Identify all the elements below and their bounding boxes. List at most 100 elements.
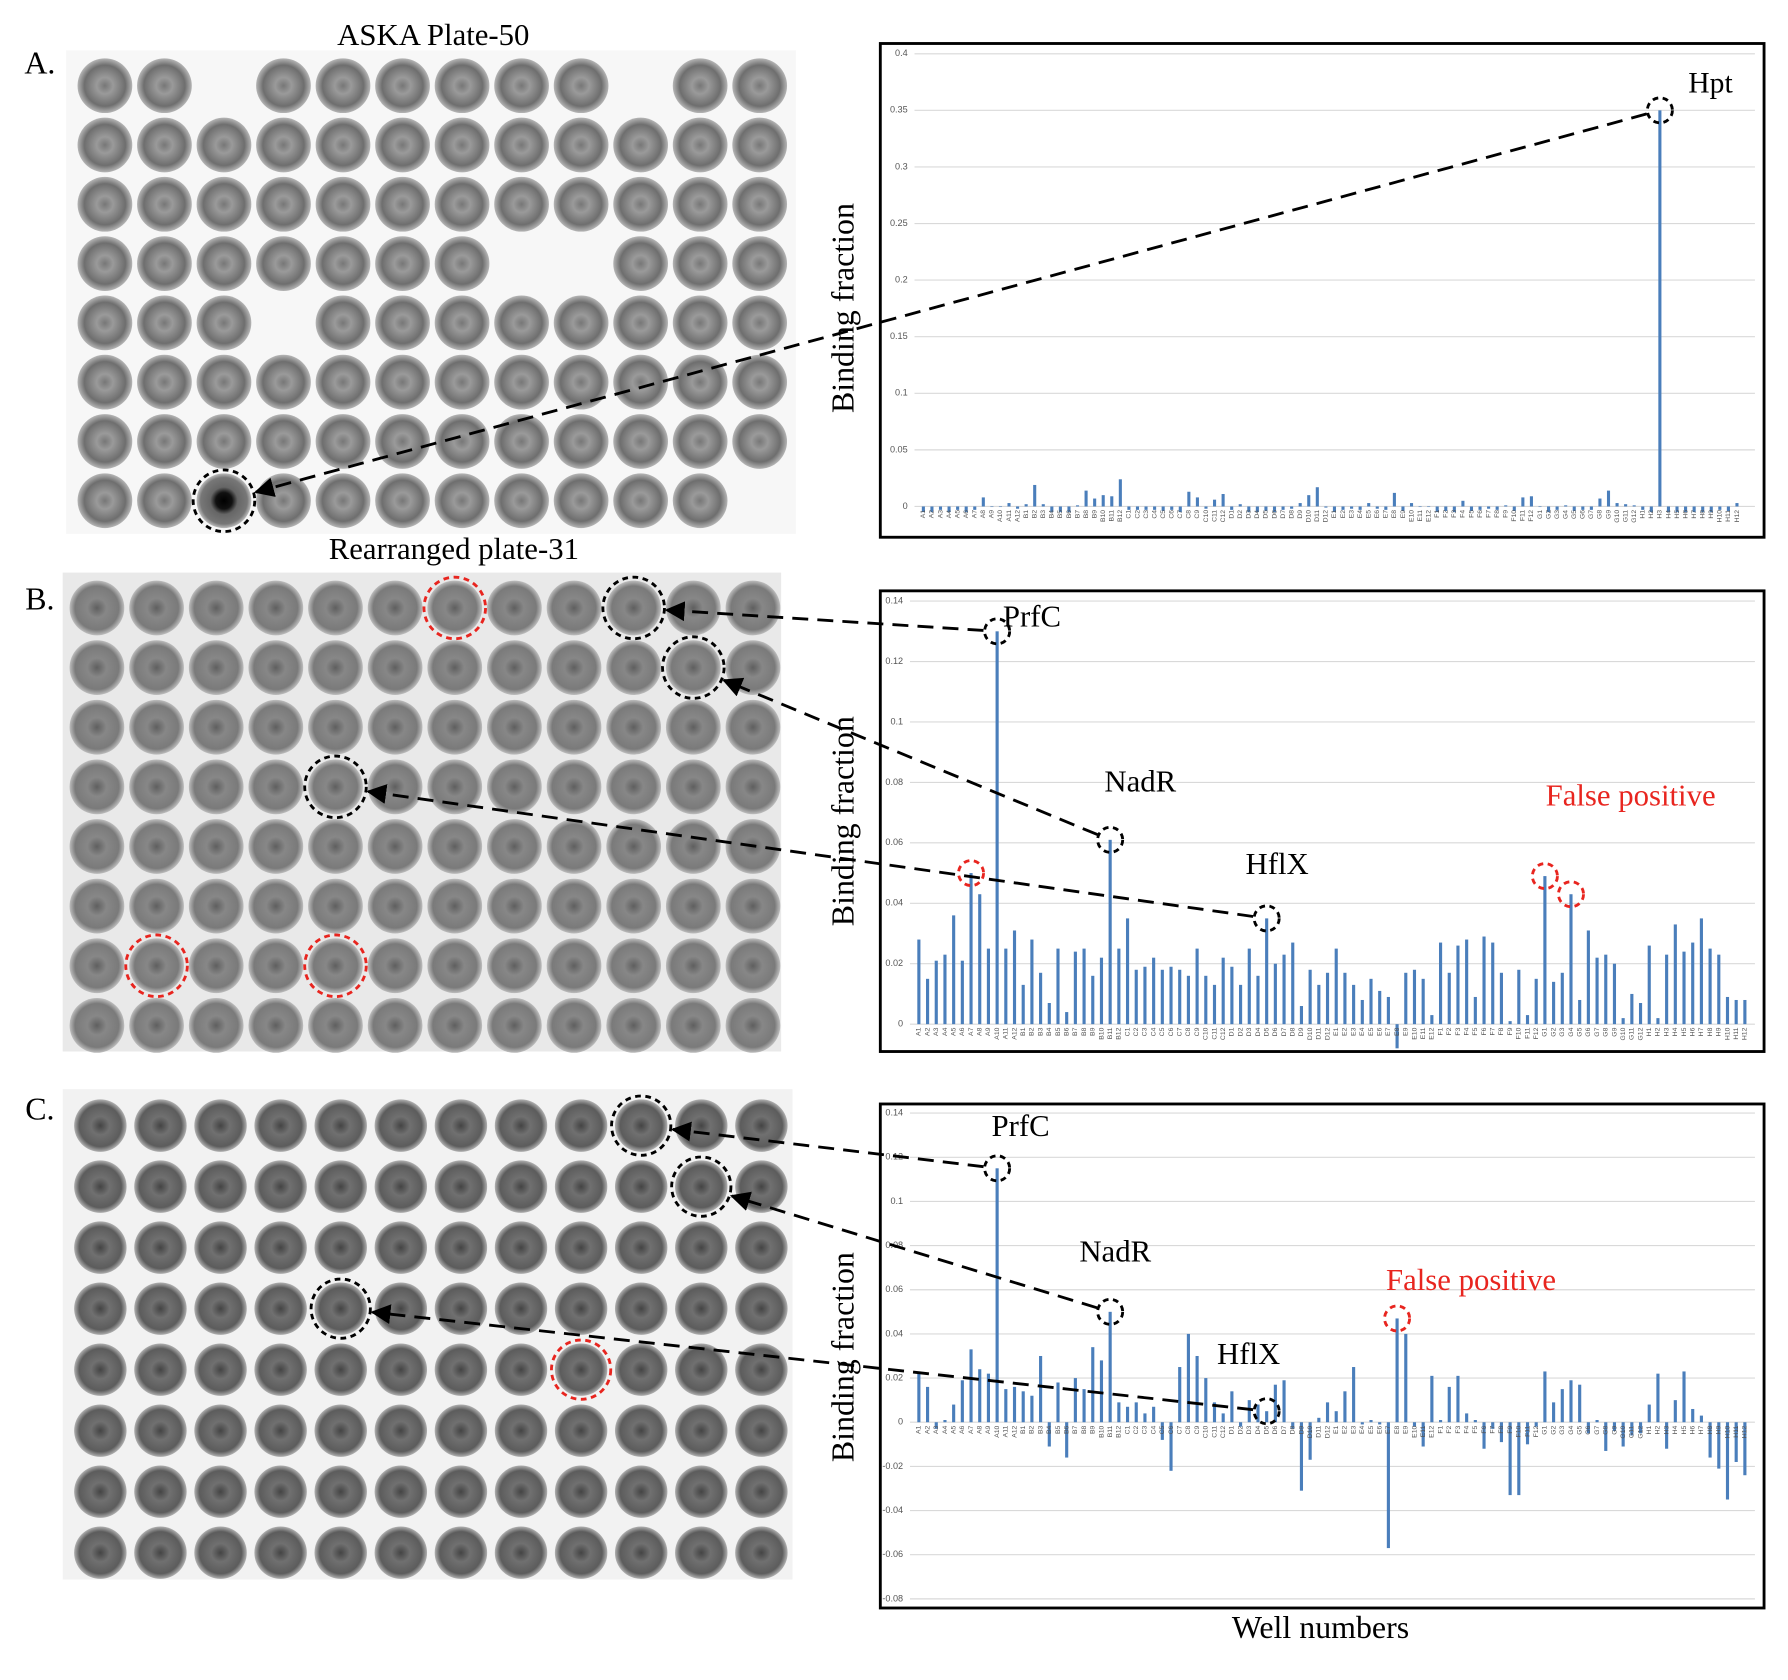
bar [995,631,999,1025]
bar [1684,506,1688,513]
x-tick-label: E12 [1429,1027,1436,1039]
plate-spot [732,58,788,114]
bar [1012,1386,1017,1423]
bar [1247,948,1251,1025]
x-tick-label: A2 [924,1027,931,1036]
y-axis-label: Binding fraction [825,203,860,413]
bar [1282,1380,1286,1423]
bar [1482,936,1486,1025]
plate-spot [194,1404,247,1457]
x-tick-label: F12 [1528,510,1535,522]
x-tick-label: F7 [1490,1425,1497,1433]
bar [1247,1400,1251,1423]
bar [1708,1422,1712,1458]
x-tick-label: B10 [1098,1027,1105,1039]
bar [1598,498,1602,507]
plate-spot [374,1221,428,1274]
x-tick-label: E4 [1357,510,1364,519]
x-tick-label: A9 [985,1425,992,1434]
x-tick-label: F7 [1490,1027,1497,1035]
plate-spot [494,1526,548,1579]
x-tick-label: G3 [1559,1027,1566,1036]
bar [1538,506,1542,508]
bar [1491,1422,1495,1429]
x-tick-label: G11 [1629,1425,1636,1438]
bar [1456,1375,1460,1423]
bar [1726,506,1730,511]
x-tick-label: E9 [1400,510,1407,519]
y-tick-label: 0.14 [885,1108,903,1118]
plate-spot [194,1343,247,1396]
x-tick-label: B1 [1020,1027,1027,1036]
plate-spot [553,295,609,351]
x-tick-label: H3 [1663,1027,1670,1036]
x-tick-label: E11 [1420,1425,1427,1437]
y-tick-label: 0 [898,1019,903,1029]
plate-spot [434,295,490,351]
plate-spot [137,473,192,529]
x-tick-label: F4 [1463,1027,1470,1035]
x-tick-label: C9 [1194,1027,1201,1036]
bar [986,1373,990,1423]
bar [1273,1384,1277,1423]
plate-circle [422,575,487,641]
plate-spot [434,236,490,291]
bar [1135,506,1140,510]
plate-spot [129,998,184,1053]
x-tick-label: E1 [1333,1425,1340,1434]
plate-spot [546,640,602,695]
annotation: NadR [1079,1235,1151,1269]
plate-spot [606,998,662,1053]
x-tick-label: H2 [1648,510,1655,519]
plate-spot [725,640,781,695]
annotation: NadR [1104,765,1176,799]
bar [1673,924,1677,1025]
plate-spot [314,1099,367,1152]
bar [1050,506,1054,513]
plate-circle [670,1155,733,1218]
x-tick-label: C2 [1133,1425,1140,1434]
bar [1699,918,1703,1025]
plate-spot [129,580,184,636]
bar [1529,496,1533,507]
bar [1487,506,1491,509]
y-tick-label: 0.35 [890,105,908,115]
plate-spot [134,1282,187,1335]
plate-spot [434,1526,488,1579]
plate-spot [74,1221,127,1274]
x-tick-label: G10 [1620,1027,1627,1040]
panel-label: B. [25,582,54,617]
plate-spot [374,1404,428,1457]
bar [1647,1404,1651,1423]
plate-spot [254,1282,307,1335]
bar [1186,1333,1190,1423]
plate-spot [613,117,668,173]
x-tick-label: A6 [959,1027,966,1036]
x-tick-label: D5 [1263,510,1270,519]
panel-label: C. [25,1091,54,1126]
plate-spot [614,1282,668,1335]
x-tick-label: D10 [1306,510,1313,523]
plate-spot [675,1099,728,1152]
x-tick-label: G8 [1603,1027,1610,1036]
x-tick-label: C7 [1177,1425,1184,1434]
x-tick-label: B3 [1037,1027,1044,1036]
plate-spot [487,938,542,994]
x-tick-label: D11 [1316,1425,1323,1437]
x-tick-label: D4 [1255,1425,1262,1434]
y-tick-label: 0.04 [885,1328,903,1338]
plate-spot [137,295,192,351]
plate-spot [375,354,430,410]
bar [1067,506,1071,513]
x-tick-label: E5 [1368,1027,1375,1036]
x-tick-label: E5 [1368,1425,1375,1434]
x-tick-label: G5 [1576,1027,1583,1036]
bar [1369,978,1373,1025]
bar [1030,1395,1034,1423]
plate-spot [434,1465,488,1518]
bar [1004,948,1008,1025]
bar [1152,1406,1156,1423]
plate-spot [606,878,662,934]
x-tick-label: C12 [1220,1425,1227,1438]
x-tick-label: F10 [1516,1425,1523,1437]
